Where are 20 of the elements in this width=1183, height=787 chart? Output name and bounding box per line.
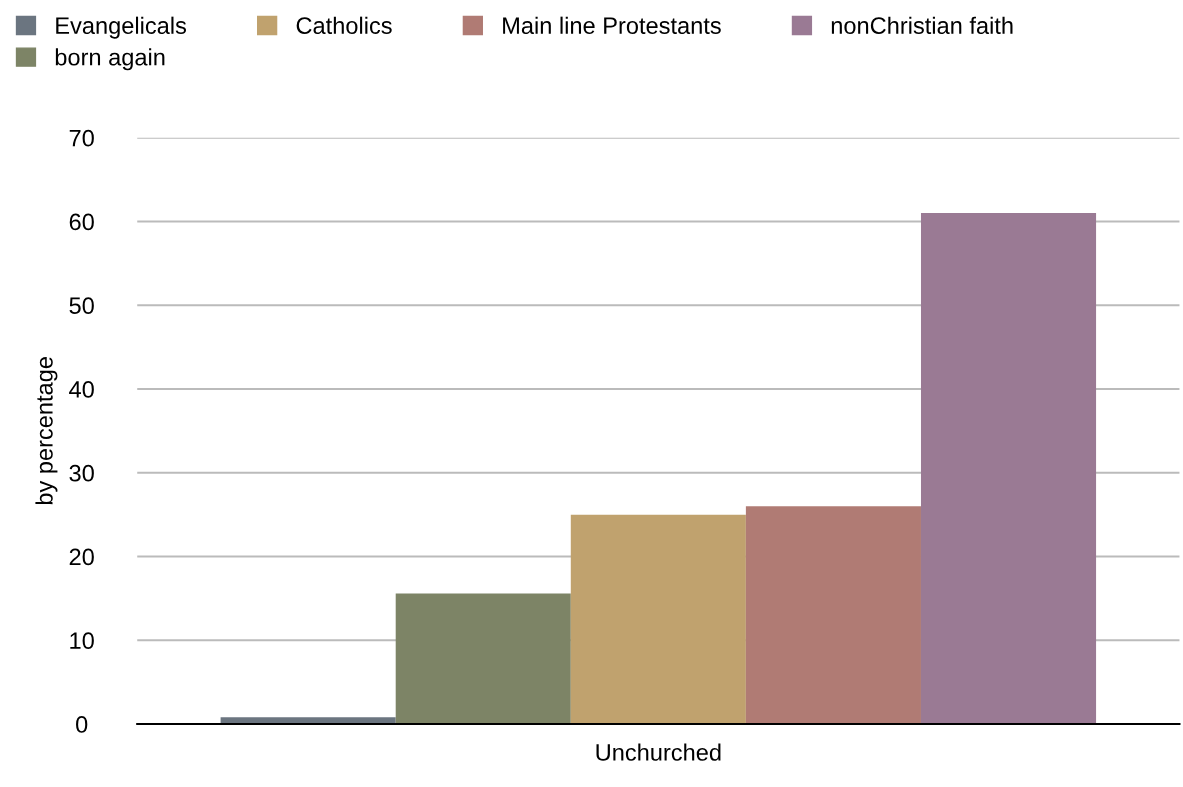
bar xyxy=(395,593,571,725)
bar xyxy=(220,717,396,725)
y-tick-label: 30 xyxy=(69,464,94,482)
y-tick-label: 60 xyxy=(69,213,94,231)
y-tick-label: 40 xyxy=(69,381,94,398)
y-tick-label: 10 xyxy=(70,632,94,650)
bar xyxy=(570,514,746,725)
bar xyxy=(920,213,1097,725)
legend-label: nonChristian faith xyxy=(831,16,1013,34)
x-tick-label: Unchurched xyxy=(596,743,721,761)
legend-label: Main line Protestants xyxy=(503,16,721,34)
bar xyxy=(745,506,921,725)
y-axis-title: by percentage xyxy=(35,357,58,505)
legend-label: born again xyxy=(55,48,165,71)
y-tick-label: 20 xyxy=(69,548,94,566)
legend-label: Catholics xyxy=(296,16,392,34)
legend-label: Evangelicals xyxy=(56,16,187,39)
y-tick-label: 50 xyxy=(69,297,94,315)
y-tick-label: 0 xyxy=(76,716,88,733)
y-tick-label: 70 xyxy=(69,129,94,147)
